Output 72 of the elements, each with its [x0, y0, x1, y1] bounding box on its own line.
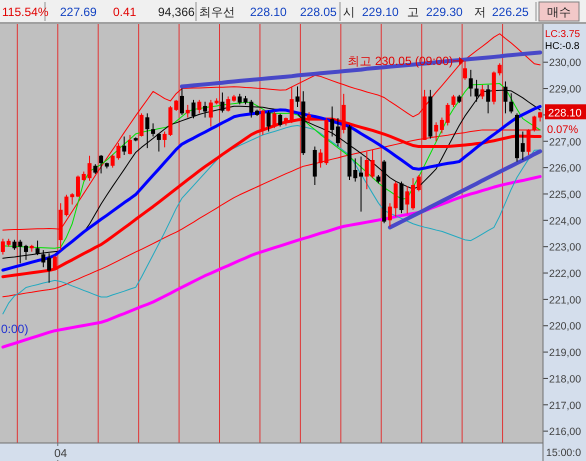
candlestick — [278, 113, 282, 128]
text: 15:00:0 — [546, 447, 582, 459]
y-tick-label: 223,00 — [549, 242, 582, 254]
text: 115.54% — [2, 5, 49, 19]
candlestick — [52, 255, 57, 271]
text: 0.07% — [547, 124, 578, 136]
candlestick — [336, 118, 340, 148]
candlestick — [520, 131, 525, 160]
y-tick-label: 226,00 — [549, 162, 582, 175]
candlestick — [318, 148, 323, 168]
text: 고 — [407, 5, 419, 19]
text: 229.10 — [362, 5, 400, 19]
y-tick-label: 227,00 — [549, 136, 582, 148]
candlestick — [266, 110, 271, 132]
candlestick — [509, 92, 514, 114]
y-tick-label: 221,00 — [549, 294, 582, 306]
y-tick-label: 230,00 — [549, 57, 582, 70]
candlestick — [192, 99, 196, 119]
candlestick — [162, 131, 167, 148]
text: 매수 — [547, 5, 571, 19]
text: 229.30 — [426, 5, 464, 19]
candlestick — [122, 136, 126, 156]
y-tick-label: 219,00 — [549, 347, 582, 360]
text: LC:3.75 — [545, 29, 580, 40]
candlestick — [156, 132, 161, 152]
candlestick — [238, 93, 242, 105]
candlestick — [330, 106, 334, 138]
y-tick-label: 224,00 — [549, 215, 582, 228]
candlestick — [110, 154, 115, 168]
line-series — [180, 50, 542, 88]
text: 94,366 — [158, 5, 196, 19]
y-tick-label: 218,00 — [549, 373, 582, 386]
y-tick-label: 229,00 — [549, 84, 582, 96]
text: 226.25 — [492, 5, 530, 19]
candlestick — [151, 122, 156, 138]
text: 0.41 — [113, 5, 137, 19]
candlestick — [468, 69, 473, 97]
candlestick — [145, 112, 150, 149]
text: 최우선 — [199, 5, 235, 19]
text: 227.69 — [60, 5, 98, 19]
candlestick — [140, 112, 144, 138]
line-series — [1, 175, 542, 349]
candlestick — [220, 92, 224, 114]
line-series — [388, 149, 542, 230]
candlestick — [463, 60, 468, 80]
x-tick-label: 04 — [54, 448, 68, 460]
candlestick — [295, 86, 300, 108]
text: 228.05 — [300, 5, 338, 19]
candlestick — [36, 240, 40, 256]
text: HC:-0.8 — [545, 41, 580, 52]
candlestick — [116, 142, 120, 160]
text: 시 — [343, 5, 355, 19]
candlestick — [451, 94, 456, 108]
candlestick — [480, 84, 484, 100]
y-tick-label: 216,00 — [549, 426, 582, 438]
candlestick — [203, 101, 208, 118]
candlestick — [186, 104, 190, 118]
candlestick — [128, 134, 132, 155]
y-tick-label: 220,00 — [549, 320, 582, 333]
candlestick — [99, 154, 104, 174]
candlestick — [226, 96, 230, 112]
candlestick — [197, 99, 202, 114]
text: 228.10 — [250, 5, 288, 19]
candlestick — [76, 175, 80, 198]
candlestick — [93, 164, 98, 174]
candlestick — [180, 88, 184, 116]
y-tick-label: 225,00 — [549, 188, 582, 201]
y-tick-label: 217,00 — [549, 400, 582, 412]
candlestick — [416, 174, 421, 192]
annotation: 228.10 — [548, 107, 582, 120]
y-tick-label: 222,00 — [549, 268, 582, 280]
text: 저 — [474, 5, 486, 19]
